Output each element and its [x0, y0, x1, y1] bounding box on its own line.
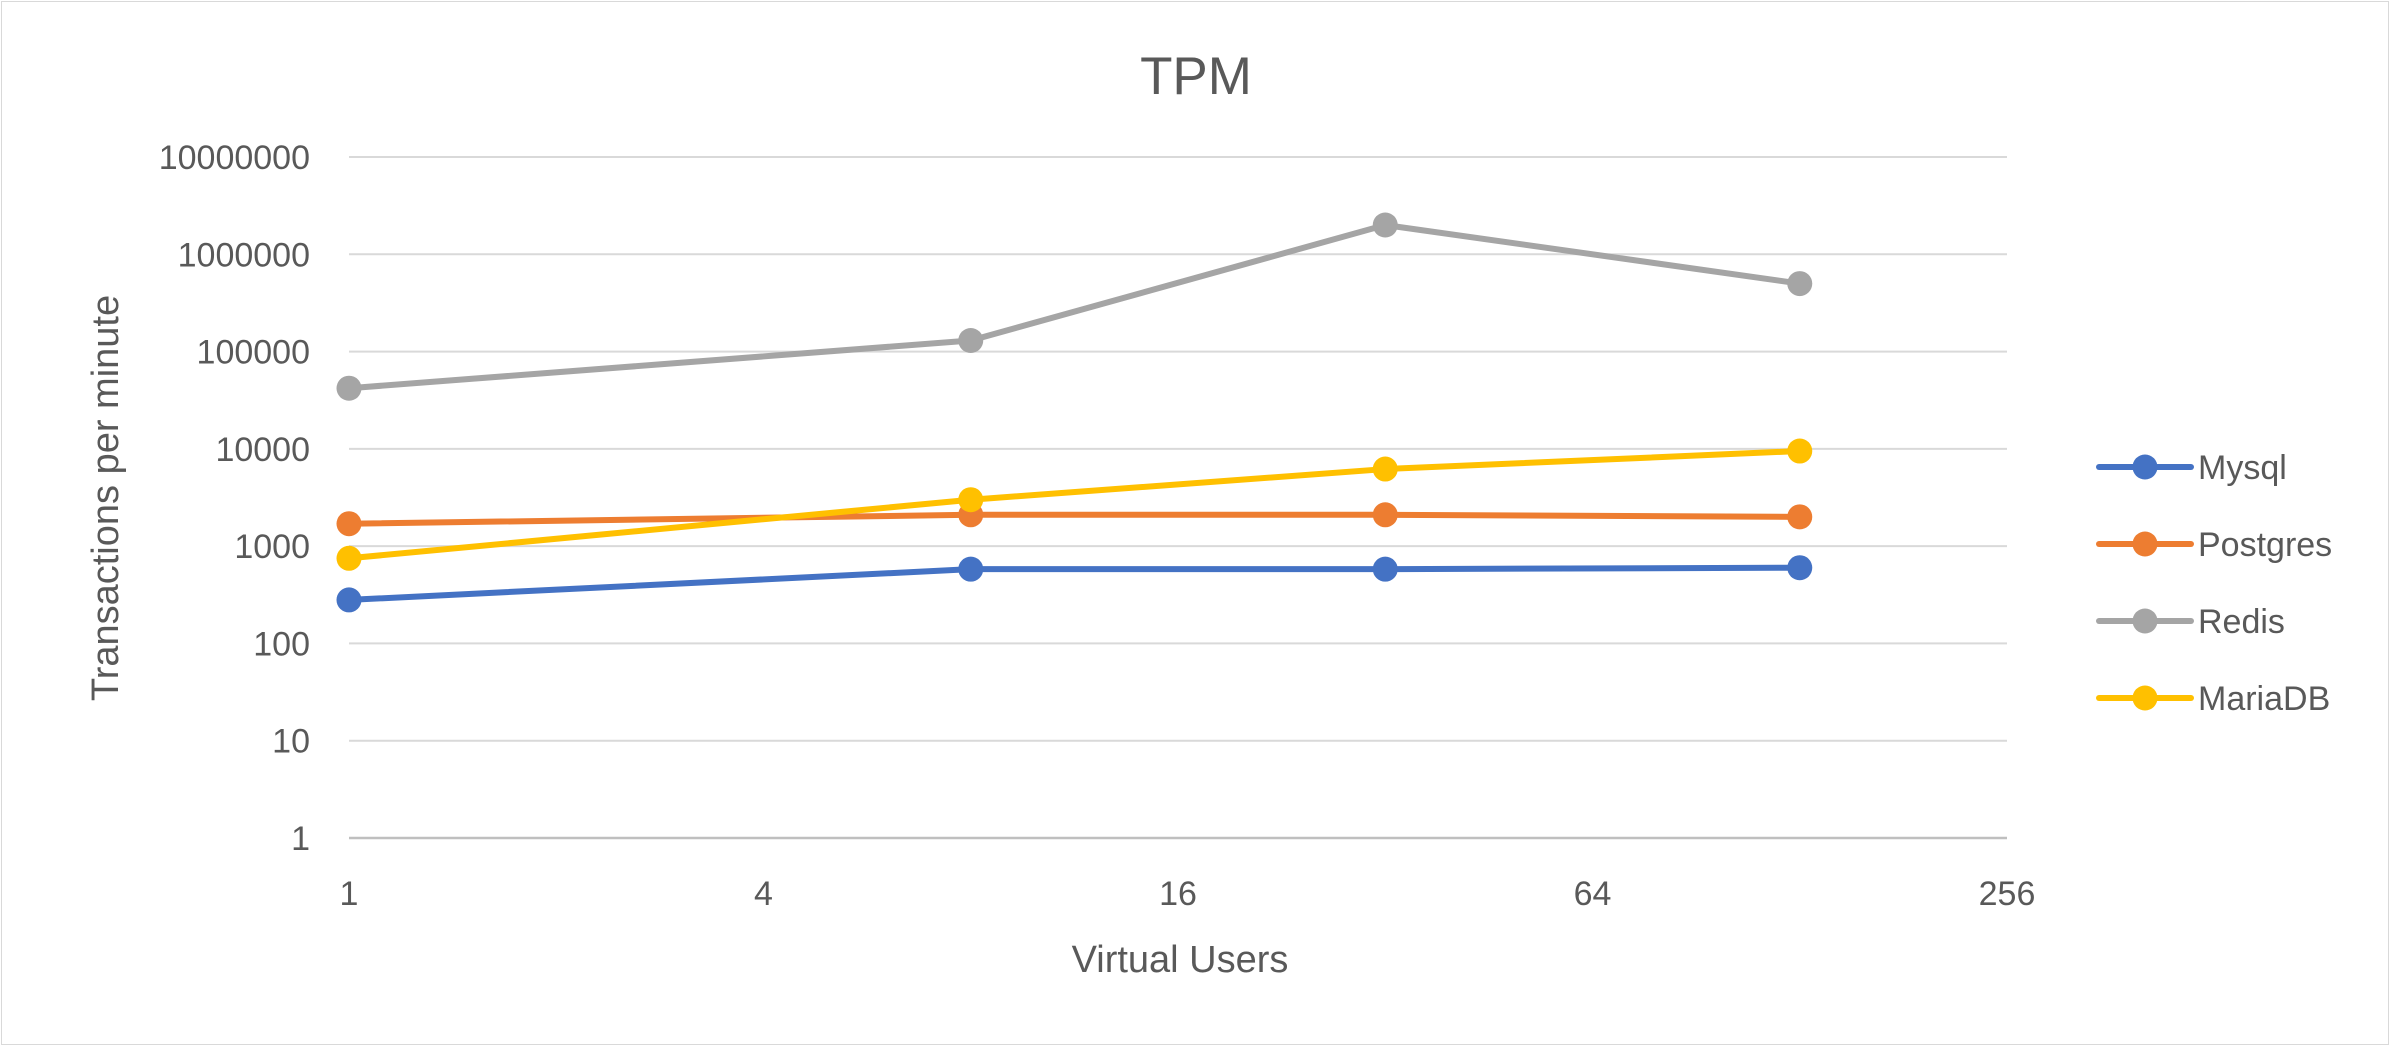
data-point — [1372, 556, 1398, 582]
legend-swatch-marker — [2132, 454, 2158, 480]
data-point — [336, 375, 362, 401]
data-point — [1787, 504, 1813, 530]
y-axis-title: Transactions per minute — [85, 295, 127, 701]
series-line — [346, 564, 1803, 603]
data-point — [336, 511, 362, 537]
data-point — [1372, 212, 1398, 238]
x-tick-label: 64 — [1574, 875, 1612, 913]
data-point — [1787, 555, 1813, 581]
y-tick-label: 1 — [291, 820, 310, 858]
gridlines — [349, 156, 2007, 840]
y-tick-label: 1000000 — [178, 236, 310, 274]
legend-label: MariaDB — [2198, 680, 2330, 718]
legend-swatch-marker — [2132, 685, 2158, 711]
x-tick-label: 4 — [754, 875, 773, 913]
legend-item-mysql: Mysql — [2096, 449, 2287, 487]
y-tick-label: 100000 — [197, 334, 310, 372]
data-point — [1787, 438, 1813, 464]
y-tick-label: 10000000 — [159, 139, 310, 177]
data-point — [958, 327, 984, 353]
x-axis-title: Virtual Users — [1072, 939, 1289, 981]
data-point — [1787, 271, 1813, 297]
x-tick-label: 16 — [1159, 875, 1197, 913]
data-point — [336, 587, 362, 613]
chart-title: TPM — [1140, 47, 1252, 106]
series-redis — [336, 212, 1813, 401]
data-point — [1372, 502, 1398, 528]
legend-item-postgres: Postgres — [2096, 526, 2332, 564]
series-line — [346, 511, 1803, 527]
series-line — [346, 448, 1803, 562]
data-point — [1372, 456, 1398, 482]
series-mariadb — [336, 438, 1813, 571]
series-line — [346, 221, 1803, 392]
legend-swatch-marker — [2132, 531, 2158, 557]
legend-item-mariadb: MariaDB — [2096, 680, 2330, 718]
y-tick-labels: 1 10 100 1000 10000 100000 1000000 10000000 — [159, 139, 310, 858]
series-postgres — [336, 502, 1813, 537]
y-tick-label: 1000 — [234, 528, 310, 566]
legend-label: Mysql — [2198, 449, 2287, 487]
legend-item-redis: Redis — [2096, 603, 2285, 641]
x-tick-label: 256 — [1979, 875, 2036, 913]
legend: Mysql Postgres Redis MariaDB — [2096, 449, 2332, 718]
data-point — [958, 556, 984, 582]
y-tick-label: 10 — [272, 723, 310, 761]
y-tick-label: 100 — [253, 625, 310, 663]
series-mysql — [336, 555, 1813, 613]
legend-label: Postgres — [2198, 526, 2332, 564]
data-point — [958, 487, 984, 513]
series-layer — [336, 212, 1813, 613]
x-tick-label: 1 — [340, 875, 359, 913]
x-tick-labels: 1 4 16 64 256 — [340, 875, 2036, 913]
legend-swatch-marker — [2132, 608, 2158, 634]
y-tick-label: 10000 — [215, 431, 310, 469]
data-point — [336, 545, 362, 571]
legend-label: Redis — [2198, 603, 2285, 641]
